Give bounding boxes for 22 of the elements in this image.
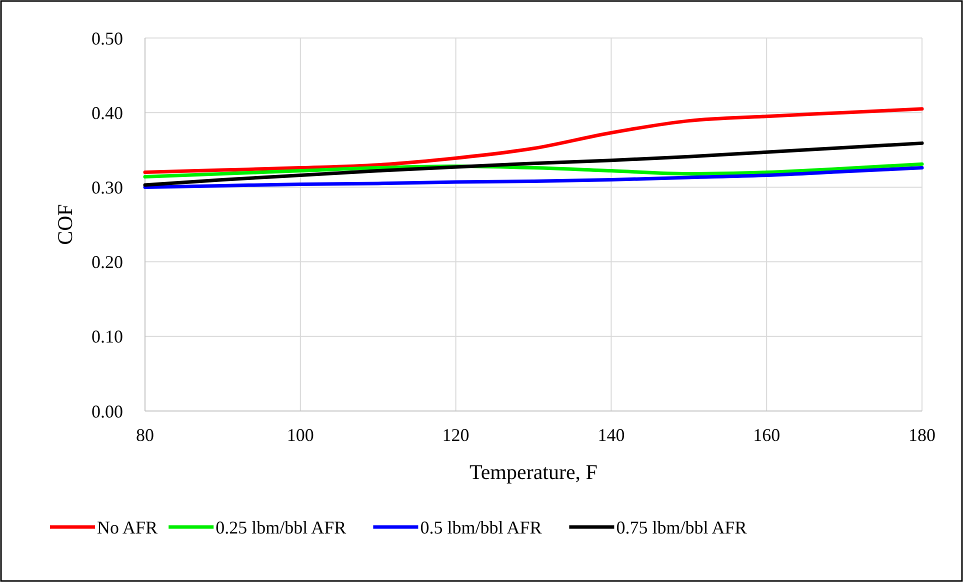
y-tick-label: 0.20 — [92, 252, 123, 272]
x-tick-label: 80 — [136, 425, 154, 445]
x-axis-title: Temperature, F — [470, 460, 598, 484]
x-tick-label: 140 — [598, 425, 625, 445]
legend-label: 0.5 lbm/bbl AFR — [420, 517, 542, 538]
x-tick-label: 120 — [442, 425, 470, 445]
y-tick-label: 0.50 — [92, 28, 123, 48]
x-tick-label: 180 — [908, 425, 936, 445]
y-tick-label: 0.10 — [92, 326, 123, 347]
y-tick-label: 0.40 — [92, 102, 123, 123]
line-series — [143, 162, 924, 179]
legend-label: No AFR — [97, 517, 158, 538]
line-series — [143, 141, 924, 187]
x-tick-label: 160 — [753, 425, 780, 445]
line-series — [143, 107, 924, 174]
x-tick-label: 100 — [286, 425, 314, 445]
y-axis-title: COF — [53, 204, 77, 245]
legend-label: 0.25 lbm/bbl AFR — [216, 517, 346, 538]
y-tick-label: 0.00 — [92, 401, 123, 422]
y-tick-label: 0.30 — [92, 178, 123, 198]
legend-label: 0.75 lbm/bbl AFR — [616, 517, 747, 538]
line-series — [143, 166, 924, 189]
